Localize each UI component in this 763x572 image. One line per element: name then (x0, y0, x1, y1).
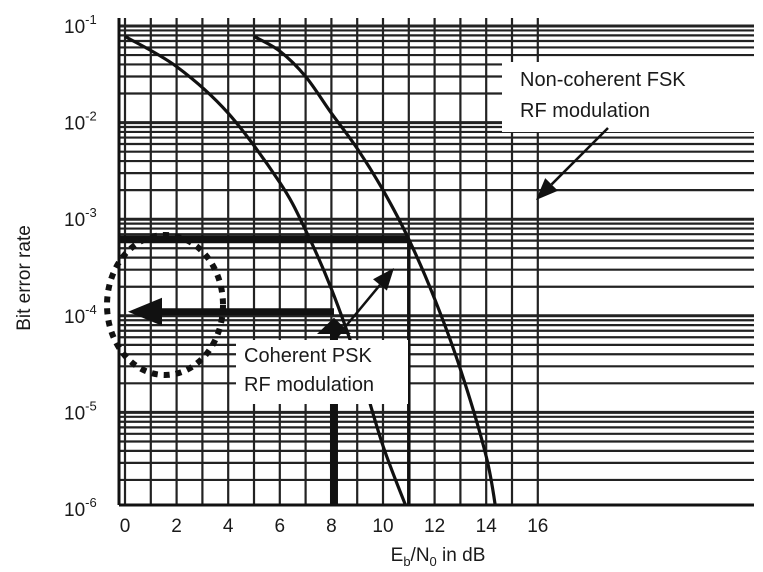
psk-arrow-head (373, 268, 394, 291)
y-tick-label: 10-2 (64, 109, 97, 135)
x-tick-label: 16 (527, 516, 548, 537)
fsk-label-line2: RF modulation (520, 100, 650, 122)
x-tick-labels: 0 2 4 6 8 10 12 14 16 (120, 516, 549, 537)
grid-lines (119, 18, 754, 505)
psk-arrow-shaft (335, 284, 381, 339)
fsk-label-line1: Non-coherent FSK (520, 69, 686, 91)
psk-label-line2: RF modulation (244, 374, 374, 396)
y-tick-label: 10-6 (64, 495, 97, 521)
x-tick-label: 2 (171, 516, 182, 537)
fsk-annotation: Non-coherent FSK RF modulation (502, 62, 754, 132)
psk-label-line1: Coherent PSK (244, 345, 373, 367)
y-tick-label: 10-1 (64, 12, 97, 38)
y-tick-label: 10-4 (64, 302, 97, 328)
series-line-fsk (253, 34, 497, 505)
y-tick-label: 10-3 (64, 205, 97, 231)
x-axis-title: Eb/N0 in dB (391, 545, 486, 569)
psk-ber-arrowhead (128, 297, 162, 326)
fsk-arrow-head (536, 178, 558, 200)
x-tick-label: 8 (326, 516, 337, 537)
x-tick-label: 10 (372, 516, 393, 537)
x-tick-label: 12 (424, 516, 445, 537)
series-curves (124, 34, 497, 505)
y-tick-labels: 10-1 10-2 10-3 10-4 10-5 10-6 (64, 12, 97, 521)
x-tick-label: 4 (223, 516, 234, 537)
x-tick-label: 0 (120, 516, 131, 537)
y-tick-label: 10-5 (64, 398, 97, 424)
ber-highlight-ellipse (104, 232, 226, 378)
fsk-arrow-shaft (550, 127, 609, 186)
x-tick-label: 6 (275, 516, 286, 537)
series-line-psk (124, 35, 408, 505)
x-tick-label: 14 (476, 516, 498, 537)
plot-frame (117, 18, 754, 507)
annotation-arrows (335, 127, 609, 339)
psk-annotation: Coherent PSK RF modulation (236, 340, 408, 404)
y-axis-title: Bit error rate (14, 225, 35, 331)
